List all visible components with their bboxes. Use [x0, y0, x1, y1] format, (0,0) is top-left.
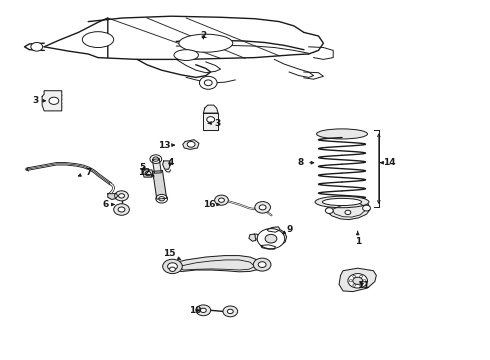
Polygon shape: [152, 159, 161, 173]
Text: 11: 11: [357, 281, 370, 289]
Circle shape: [253, 258, 271, 271]
Ellipse shape: [179, 34, 233, 52]
Circle shape: [325, 208, 333, 213]
Polygon shape: [203, 105, 218, 113]
Polygon shape: [249, 234, 256, 241]
Circle shape: [204, 80, 212, 86]
Circle shape: [168, 263, 177, 270]
Text: 1: 1: [355, 231, 361, 246]
Circle shape: [360, 275, 363, 278]
Text: 13: 13: [158, 141, 174, 150]
Circle shape: [145, 171, 151, 176]
Polygon shape: [339, 268, 376, 292]
Circle shape: [153, 157, 159, 161]
Polygon shape: [163, 161, 171, 169]
Text: 3: 3: [32, 96, 46, 105]
Circle shape: [363, 205, 370, 211]
Circle shape: [353, 284, 356, 286]
Polygon shape: [108, 194, 118, 199]
Circle shape: [31, 42, 43, 51]
Ellipse shape: [315, 196, 369, 208]
Polygon shape: [153, 171, 167, 199]
Circle shape: [215, 195, 228, 205]
Circle shape: [199, 76, 217, 89]
Circle shape: [349, 280, 352, 282]
Ellipse shape: [322, 198, 362, 206]
Circle shape: [119, 194, 124, 198]
Circle shape: [219, 198, 224, 202]
Circle shape: [348, 274, 368, 288]
Text: 4: 4: [167, 158, 174, 167]
Circle shape: [258, 262, 266, 267]
Circle shape: [150, 155, 162, 163]
Circle shape: [207, 117, 215, 122]
Circle shape: [156, 194, 168, 203]
Circle shape: [115, 191, 128, 201]
Text: 7: 7: [78, 168, 92, 177]
Polygon shape: [267, 227, 280, 232]
Circle shape: [118, 207, 125, 212]
Circle shape: [345, 210, 351, 215]
Text: 3: 3: [208, 119, 220, 128]
Polygon shape: [42, 91, 62, 111]
Ellipse shape: [317, 129, 368, 139]
Text: 9: 9: [283, 225, 294, 234]
Circle shape: [49, 97, 59, 104]
Circle shape: [255, 202, 270, 213]
Circle shape: [363, 280, 366, 282]
Polygon shape: [261, 245, 275, 249]
Polygon shape: [203, 113, 218, 130]
Text: 12: 12: [138, 168, 154, 177]
Polygon shape: [255, 230, 287, 248]
Circle shape: [200, 308, 206, 312]
Text: 2: 2: [200, 31, 206, 40]
Circle shape: [265, 234, 277, 243]
Text: 16: 16: [203, 200, 220, 209]
Ellipse shape: [82, 32, 114, 48]
Circle shape: [227, 309, 233, 314]
Circle shape: [187, 141, 195, 147]
Text: 10: 10: [189, 306, 201, 315]
Circle shape: [257, 229, 285, 249]
Text: 6: 6: [102, 200, 114, 209]
Text: 14: 14: [380, 158, 396, 167]
Text: 5: 5: [139, 163, 145, 172]
Circle shape: [353, 275, 356, 278]
Polygon shape: [143, 170, 153, 177]
Circle shape: [196, 305, 211, 316]
Circle shape: [159, 197, 165, 201]
Circle shape: [163, 259, 182, 274]
Circle shape: [360, 284, 363, 286]
Circle shape: [170, 267, 175, 271]
Circle shape: [259, 205, 266, 210]
Circle shape: [114, 204, 129, 215]
Circle shape: [353, 277, 363, 284]
Polygon shape: [326, 201, 370, 220]
Ellipse shape: [174, 50, 198, 60]
Circle shape: [223, 306, 238, 317]
Text: 8: 8: [298, 158, 314, 167]
Polygon shape: [183, 140, 199, 149]
Text: 15: 15: [163, 249, 181, 260]
Polygon shape: [171, 256, 262, 272]
